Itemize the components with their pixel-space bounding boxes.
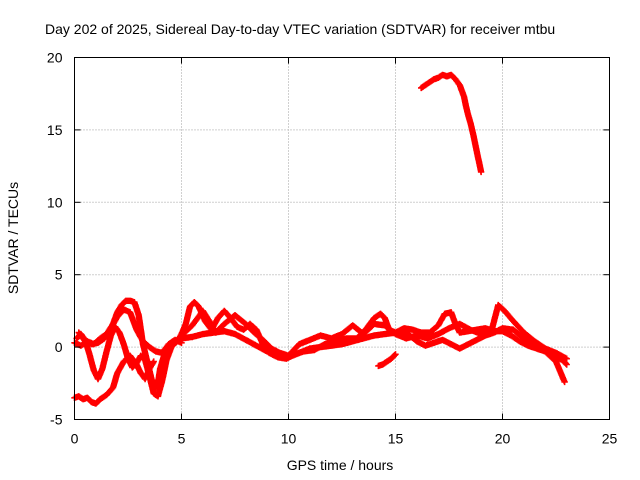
data-points [71, 71, 570, 407]
y-tick-label: 5 [55, 267, 63, 283]
y-tick-label: 15 [47, 122, 63, 138]
data-point-markers [418, 71, 485, 176]
y-tick-label: 20 [47, 50, 63, 66]
series-trace-g [418, 71, 485, 176]
x-tick-label: 20 [495, 431, 511, 447]
series-trace-f [375, 351, 399, 370]
series-trace-e [178, 301, 570, 362]
y-tick-label: 10 [47, 194, 63, 210]
y-tick-label: 0 [55, 339, 63, 355]
plot-frame [74, 57, 610, 420]
data-point-markers [178, 301, 570, 362]
x-tick-label: 10 [281, 431, 297, 447]
x-tick-label: 5 [178, 431, 186, 447]
x-tick-label: 15 [388, 431, 404, 447]
y-tick-label: -5 [50, 412, 63, 428]
y-axis-label: SDTVAR / TECUs [5, 182, 21, 294]
axes: 0 5 10 15 20 25 -5 0 5 10 15 20 [47, 50, 618, 447]
data-point-markers [375, 351, 399, 370]
x-tick-label: 0 [71, 431, 79, 447]
series-trace-d [75, 306, 185, 357]
data-point-markers [75, 306, 185, 357]
chart-title: Day 202 of 2025, Sidereal Day-to-day VTE… [45, 21, 555, 37]
x-tick-label: 25 [602, 431, 618, 447]
gridlines [74, 57, 610, 420]
x-axis-label: GPS time / hours [287, 457, 394, 473]
